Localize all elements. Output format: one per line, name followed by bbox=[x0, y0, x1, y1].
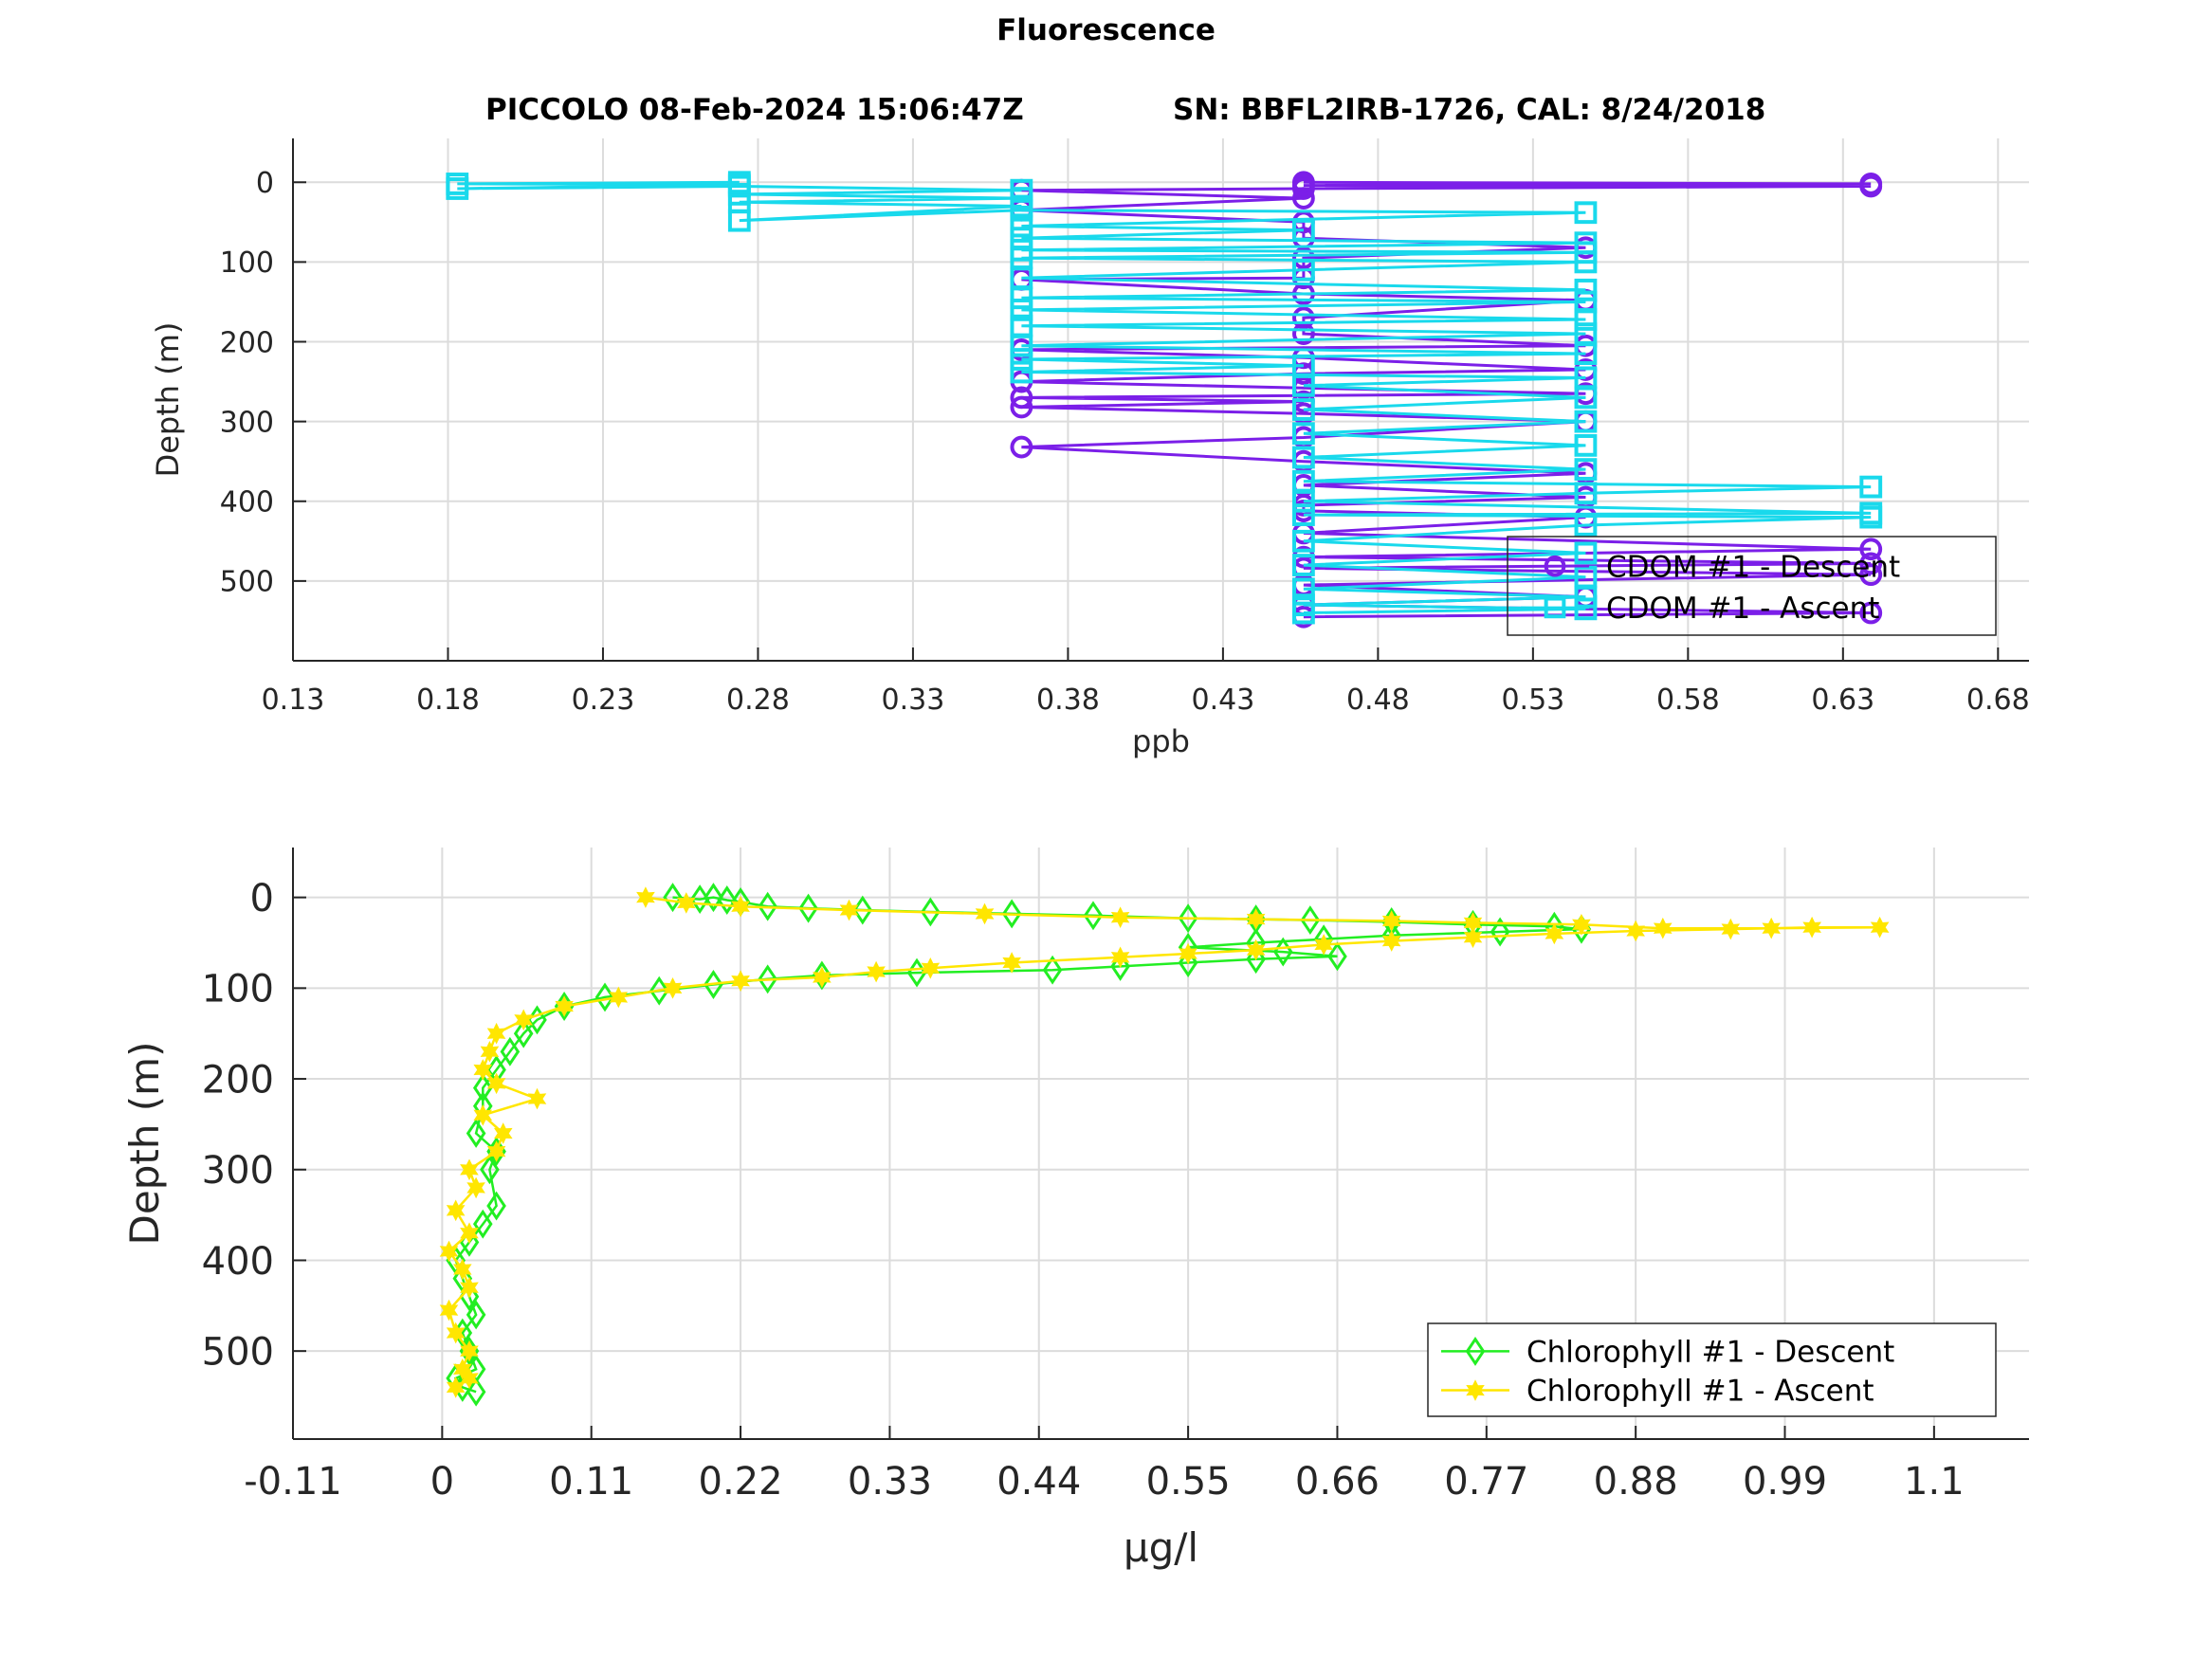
y-tick-label: 400 bbox=[220, 486, 274, 520]
legend-label: Chlorophyll #1 - Ascent bbox=[1526, 1375, 1874, 1409]
x-tick-label: 0.11 bbox=[549, 1460, 633, 1504]
chart-panel-top: 0.13 0.18 0.23 0.28 0.33 0.38 0.43 0.48 0.53 0.58… bbox=[150, 138, 2030, 759]
x-tick-label: 0.68 bbox=[1966, 684, 2030, 717]
legend: Chlorophyll #1 - Descent Chlorophyll #1 -… bbox=[1428, 1323, 1996, 1416]
y-tick-label: 500 bbox=[202, 1331, 274, 1375]
x-tick-label: 0.55 bbox=[1146, 1460, 1231, 1504]
x-tick-label: 0 bbox=[430, 1460, 454, 1504]
x-tick-label: 0.28 bbox=[726, 684, 790, 717]
y-tick-label: 100 bbox=[202, 968, 274, 1012]
y-tick-label: 400 bbox=[202, 1240, 274, 1284]
y-tick-label: 100 bbox=[220, 246, 274, 280]
x-tick-label: 0.58 bbox=[1656, 684, 1720, 717]
y-tick-label: 300 bbox=[202, 1149, 274, 1193]
x-tick-label: 0.44 bbox=[996, 1460, 1081, 1504]
x-tick-label: 0.48 bbox=[1346, 684, 1410, 717]
y-tick-label: 300 bbox=[220, 406, 274, 439]
x-tick-label: 0.99 bbox=[1743, 1460, 1827, 1504]
x-tick-label: 0.33 bbox=[882, 684, 945, 717]
x-tick-label: 0.88 bbox=[1594, 1460, 1678, 1504]
x-tick-label: 0.66 bbox=[1295, 1460, 1380, 1504]
x-tick-label: 0.53 bbox=[1501, 684, 1564, 717]
legend: CDOM #1 - Descent CDOM #1 - Ascent bbox=[1508, 537, 1996, 635]
x-tick-label: 0.77 bbox=[1444, 1460, 1528, 1504]
x-axis-label: μg/l bbox=[1124, 1524, 1198, 1571]
x-tick-label: 0.22 bbox=[699, 1460, 783, 1504]
y-tick-label: 0 bbox=[250, 877, 274, 921]
x-tick-label: 0.13 bbox=[262, 684, 325, 717]
y-axis-label: Depth (m) bbox=[150, 322, 186, 478]
x-tick-label: 0.23 bbox=[572, 684, 635, 717]
y-tick-label: 500 bbox=[220, 566, 274, 599]
y-tick-label: 200 bbox=[202, 1058, 274, 1102]
x-axis-label: ppb bbox=[1132, 723, 1190, 759]
x-tick-label: -0.11 bbox=[244, 1460, 342, 1504]
x-tick-label: 0.18 bbox=[416, 684, 480, 717]
y-tick-label: 0 bbox=[256, 167, 274, 200]
x-tick-label: 0.63 bbox=[1811, 684, 1874, 717]
y-tick-label: 200 bbox=[220, 326, 274, 359]
legend-label: CDOM #1 - Ascent bbox=[1606, 592, 1879, 626]
x-tick-label: 0.38 bbox=[1036, 684, 1100, 717]
legend-label: CDOM #1 - Descent bbox=[1606, 550, 1900, 584]
y-axis-label: Depth (m) bbox=[121, 1042, 168, 1246]
legend-label: Chlorophyll #1 - Descent bbox=[1526, 1336, 1894, 1370]
x-tick-label: 0.43 bbox=[1191, 684, 1254, 717]
x-tick-label: 1.1 bbox=[1904, 1460, 1965, 1504]
chart-panel-bottom: -0.11 0 0.11 0.22 0.33 0.44 0.55 0.66 0.77 0.88 0.… bbox=[121, 848, 2029, 1571]
x-tick-label: 0.33 bbox=[848, 1460, 932, 1504]
